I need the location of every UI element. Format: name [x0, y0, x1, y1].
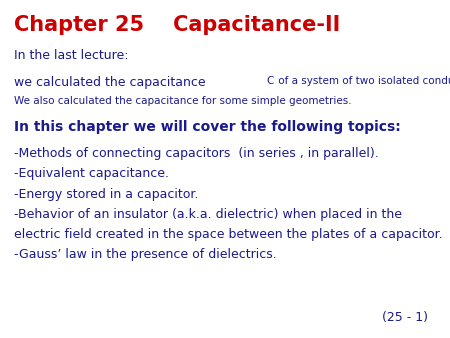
Text: Chapter 25    Capacitance-II: Chapter 25 Capacitance-II	[14, 15, 340, 35]
Text: In the last lecture:: In the last lecture:	[14, 49, 128, 62]
Text: -Behavior of an insulator (a.k.a. dielectric) when placed in the: -Behavior of an insulator (a.k.a. dielec…	[14, 208, 401, 221]
Text: In this chapter we will cover the following topics:: In this chapter we will cover the follow…	[14, 120, 400, 134]
Text: -Equivalent capacitance.: -Equivalent capacitance.	[14, 167, 168, 180]
Text: -Gauss’ law in the presence of dielectrics.: -Gauss’ law in the presence of dielectri…	[14, 248, 276, 261]
Text: we calculated the capacitance: we calculated the capacitance	[14, 76, 209, 89]
Text: of a system of two isolated conductors.: of a system of two isolated conductors.	[275, 76, 450, 86]
Text: C: C	[266, 76, 273, 86]
Text: (25 - 1): (25 - 1)	[382, 312, 427, 324]
Text: We also calculated the capacitance for some simple geometries.: We also calculated the capacitance for s…	[14, 96, 351, 106]
Text: -Methods of connecting capacitors  (in series , in parallel).: -Methods of connecting capacitors (in se…	[14, 147, 378, 160]
Text: electric field created in the space between the plates of a capacitor.: electric field created in the space betw…	[14, 228, 442, 241]
Text: -Energy stored in a capacitor.: -Energy stored in a capacitor.	[14, 188, 198, 200]
